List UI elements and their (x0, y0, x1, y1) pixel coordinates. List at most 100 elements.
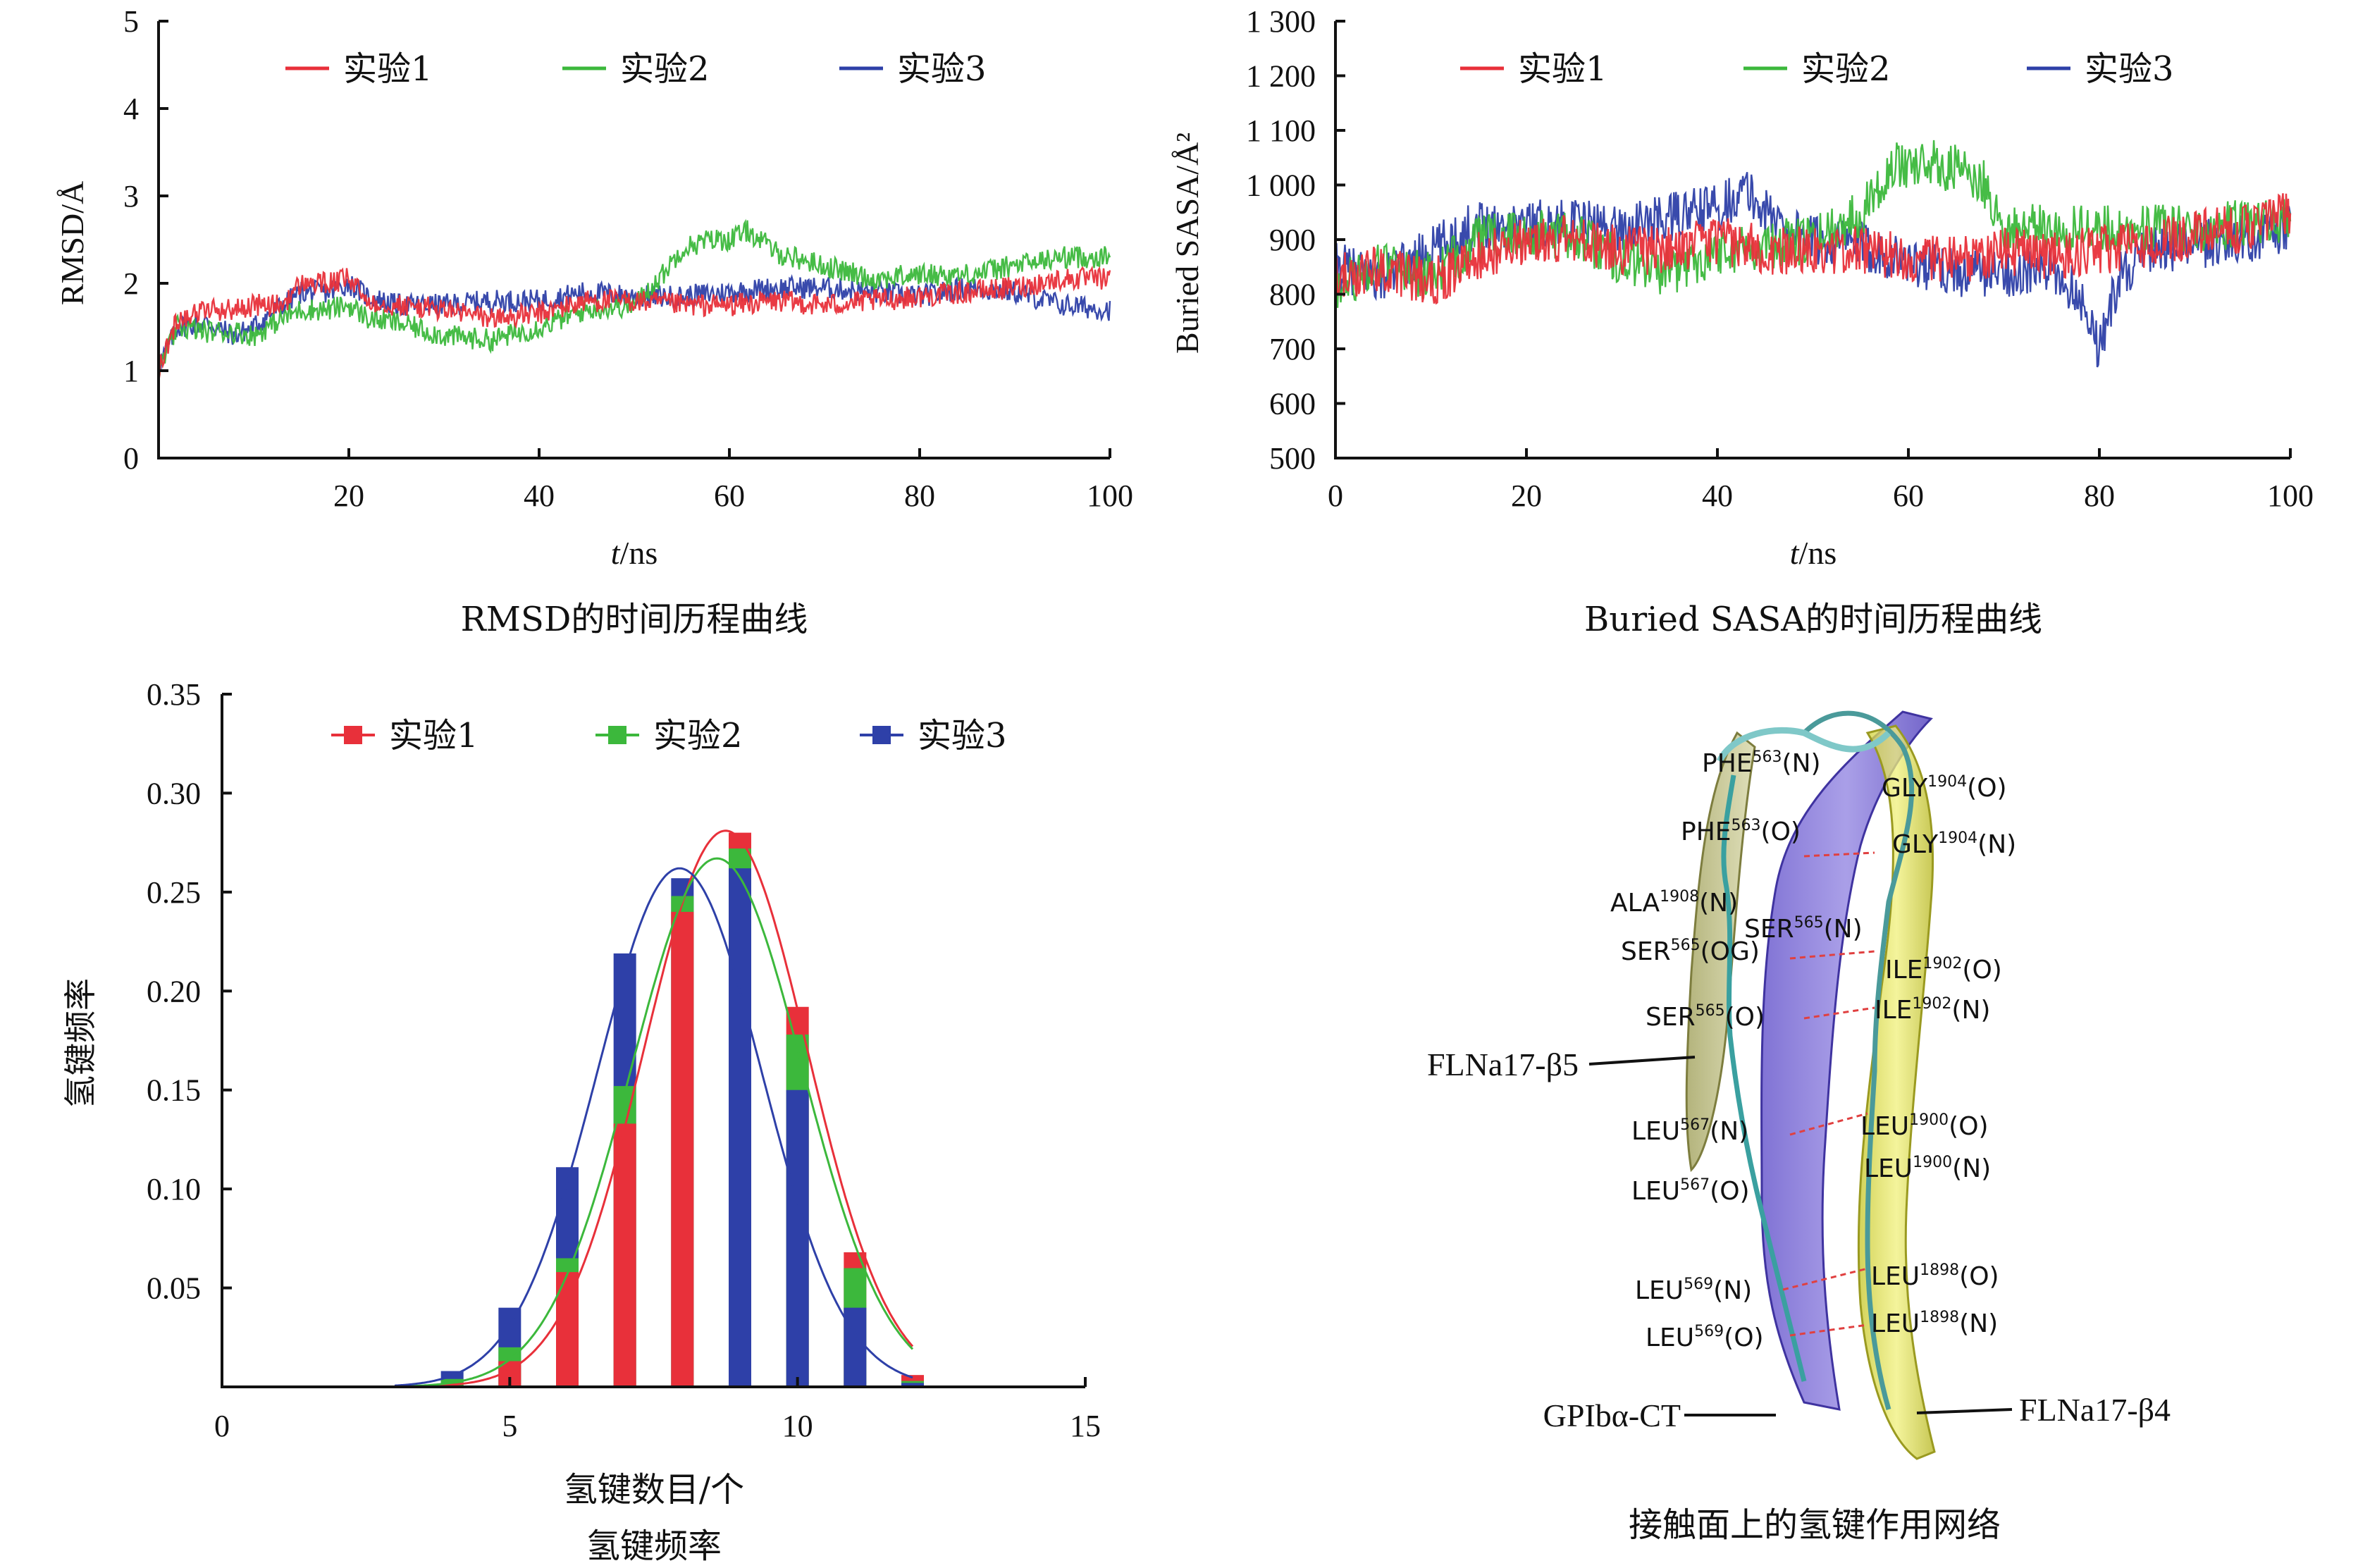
hbond-fit-curve-1 (395, 829, 914, 1388)
hbond-dash (1803, 1006, 1875, 1020)
hbond-chart: 0 5 10 150.050.100.150.200.250.300.35 氢键频率 … (63, 677, 1101, 1566)
sasa-legend: 实验1 实验2 实验3 (1460, 49, 2174, 89)
flna-backbone-stick (1802, 710, 1915, 1410)
sasa-caption: Buried SASA的时间历程曲线 (1584, 600, 2042, 639)
rmsd-y-tick-label: 2 (123, 266, 139, 301)
hbond-bar-3-10 (786, 1089, 809, 1387)
right-residue-label-6-number: 1900 (1913, 1154, 1952, 1171)
right-residue-label-2-residue: GLY (1892, 830, 1939, 859)
rmsd-legend-label-1: 实验1 (343, 49, 433, 89)
left-residue-label-7-atom: (O) (1710, 1177, 1749, 1206)
sasa-y-tick-label: 900 (1269, 223, 1316, 257)
hbond-fit-curve-3 (394, 867, 913, 1387)
right-residue-label-1-number: 1904 (1927, 773, 1967, 791)
right-residue-label-3-number: 1902 (1922, 955, 1962, 973)
hbond-bars (440, 832, 924, 1387)
sasa-series-2-line (1334, 140, 2292, 308)
gpiba-ct-ribbon (1760, 710, 1933, 1411)
left-residue-label-6: LEU567(N) (1631, 1116, 1748, 1146)
right-residue-label-7-number: 1898 (1920, 1261, 1959, 1279)
rmsd-x-axis-label-unit: /ns (620, 535, 658, 571)
left-residue-label-1-residue: PHE (1702, 749, 1753, 778)
right-residue-label-5-number: 1900 (1909, 1111, 1949, 1129)
rmsd-y-tick-label: 5 (123, 4, 139, 39)
hbond-axes (221, 694, 1085, 1388)
flna17-b4-ribbon (1857, 724, 1936, 1460)
hbond-x-tick-label: 10 (782, 1409, 813, 1443)
hbond-dash (1803, 851, 1875, 858)
rmsd-x-tick-label: 80 (904, 479, 935, 513)
hbond-bar-3-9 (729, 868, 751, 1387)
right-residue-label-6-atom: (N) (1952, 1154, 1991, 1183)
hbond-legend-swatch-3 (872, 726, 891, 744)
sasa-y-tick-label: 1 100 (1246, 113, 1316, 148)
left-residue-label-2-residue: PHE (1681, 817, 1732, 846)
hbond-legend-label-2: 实验2 (653, 716, 743, 755)
hbond-legend-label-3: 实验3 (918, 716, 1007, 755)
left-residue-label-8-atom: (N) (1713, 1276, 1752, 1305)
sasa-y-tick-label: 1 200 (1246, 59, 1316, 94)
hbond-dash-group (1782, 851, 1875, 1337)
left-residue-label-3-residue: ALA (1610, 889, 1660, 918)
rmsd-caption: RMSD的时间历程曲线 (461, 600, 808, 639)
hbond-y-tick-label: 0.35 (147, 677, 201, 712)
left-residue-label-4: SER565(OG) (1621, 937, 1760, 966)
right-residue-label-2-atom: (N) (1977, 830, 2016, 859)
rmsd-x-axis-label-var: t (611, 535, 621, 571)
hbond-y-axis-label: 氢键频率 (63, 978, 99, 1108)
hbond-bar-1-8 (671, 911, 694, 1387)
sasa-x-axis-label-unit: /ns (1799, 535, 1837, 571)
hbond-dash (1782, 1267, 1868, 1291)
left-residue-label-1-atom: (N) (1782, 749, 1821, 778)
sasa-y-tick-label: 500 (1269, 441, 1316, 476)
hbond-y-tick-label: 0.10 (147, 1172, 201, 1206)
sasa-legend-label-3: 实验3 (2085, 49, 2174, 89)
rmsd-chart: 20 40 60 80 100 0 1 2 3 4 5 RMSD/Å t/ns RMSD的时间历程曲… (54, 4, 1133, 639)
sasa-y-tick-label: 800 (1269, 278, 1316, 312)
left-residue-label-5-atom: (O) (1725, 1003, 1765, 1032)
hbond-y-tick-label: 0.05 (147, 1271, 201, 1306)
flna17-b5-callout-line (1588, 1056, 1696, 1066)
hbond-x-axis-label: 氢键数目/个 (564, 1470, 744, 1510)
rmsd-y-tick-label: 3 (123, 179, 139, 214)
rmsd-x-tick-label: 60 (714, 479, 745, 513)
mid-residue-label-1: SER565(N) (1744, 914, 1863, 944)
right-residue-label-3-residue: ILE (1885, 956, 1922, 984)
rmsd-legend-label-3: 实验3 (897, 49, 987, 89)
left-residue-label-1-number: 563 (1753, 748, 1782, 766)
rmsd-y-tick-label: 0 (123, 441, 139, 476)
right-residue-label-6: LEU1900(N) (1864, 1154, 1991, 1183)
left-residue-label-5: SER565(O) (1646, 1002, 1765, 1032)
hbond-y-tick-label: 0.20 (147, 974, 201, 1008)
rmsd-y-axis-label: RMSD/Å (54, 181, 90, 305)
right-residue-label-8-residue: LEU (1871, 1309, 1920, 1338)
rmsd-legend: 实验1 实验2 实验3 (285, 49, 987, 89)
right-residue-label-5: LEU1900(O) (1860, 1111, 1989, 1141)
hbond-y-tick-label: 0.25 (147, 875, 201, 910)
hbond-y-tick-label: 0.15 (147, 1073, 201, 1108)
hbond-fit-curves (394, 829, 914, 1388)
rmsd-x-tick-label: 20 (333, 479, 364, 513)
left-residue-label-3: ALA1908(N) (1610, 888, 1738, 918)
rmsd-y-tick-label: 1 (123, 354, 139, 388)
right-residue-label-4-residue: ILE (1875, 996, 1912, 1025)
sasa-x-tick-label: 0 (1328, 479, 1343, 513)
right-residue-label-7-residue: LEU (1871, 1262, 1920, 1291)
hbond-network-structure: PHE563(N)PHE563(O)ALA1908(N)SER565(OG)SE… (1427, 710, 2171, 1545)
hbond-legend-label-1: 实验1 (389, 716, 479, 755)
right-residue-label-1-atom: (O) (1967, 774, 2006, 803)
sasa-chart: 0 20 40 60 80 100 500 600 700 800 900 1 000 1 100 1 2… (1169, 4, 2314, 639)
left-residue-label-3-atom: (N) (1699, 889, 1738, 918)
sasa-ticks: 0 20 40 60 80 100 500 600 700 800 900 1 000 1 100 1 2… (1246, 4, 2314, 513)
left-residue-label-1: PHE563(N) (1702, 748, 1821, 778)
left-residue-label-6-number: 567 (1680, 1116, 1710, 1134)
mid-residue-label-1-atom: (N) (1824, 915, 1863, 944)
hbond-x-tick-label: 15 (1070, 1409, 1101, 1443)
hbond-legend: 实验1 实验2 实验3 (331, 716, 1007, 755)
flna17-b4-callout: FLNa17-β4 (2019, 1392, 2171, 1428)
right-residue-label-4-atom: (N) (1951, 996, 1990, 1025)
right-residue-label-8-atom: (N) (1959, 1309, 1998, 1338)
sasa-legend-label-2: 实验2 (1801, 49, 1891, 89)
sasa-y-tick-label: 1 300 (1246, 4, 1316, 39)
left-residue-label-5-residue: SER (1646, 1003, 1696, 1032)
